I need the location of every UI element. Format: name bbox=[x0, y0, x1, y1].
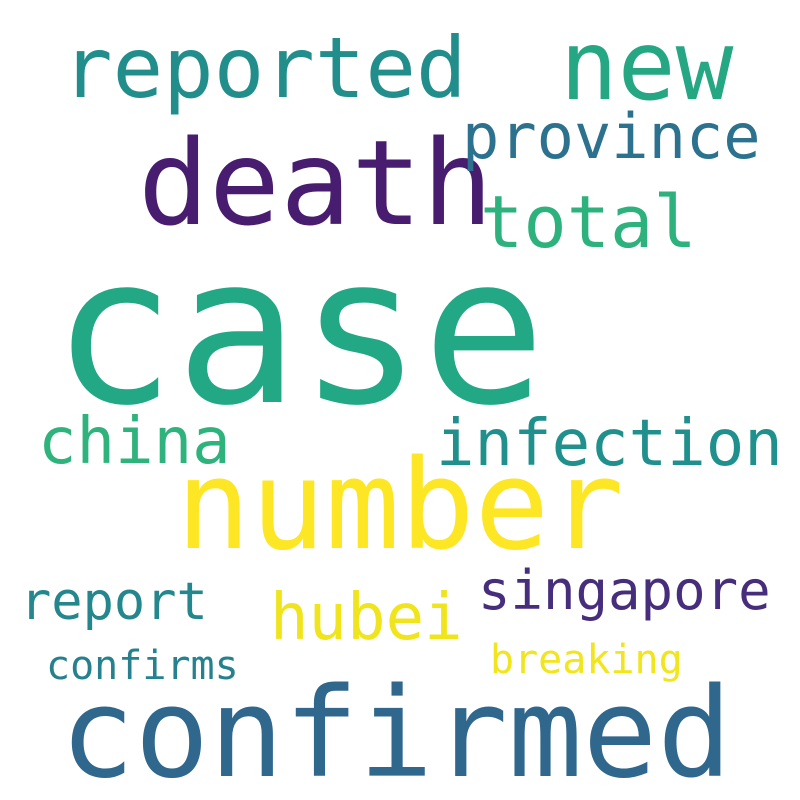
word-confirms: confirms bbox=[46, 643, 239, 689]
word-reported: reported bbox=[62, 19, 467, 117]
word-infection: infection bbox=[436, 407, 783, 481]
word-report: report bbox=[20, 572, 208, 632]
word-death: death bbox=[138, 114, 494, 252]
word-case: case bbox=[52, 213, 546, 451]
word-total: total bbox=[480, 180, 697, 264]
word-province: province bbox=[462, 100, 761, 173]
word-new: new bbox=[560, 10, 734, 122]
word-confirmed: confirmed bbox=[60, 662, 732, 800]
word-number: number bbox=[176, 434, 624, 578]
word-breaking: breaking bbox=[490, 637, 683, 683]
word-china: china bbox=[38, 405, 231, 479]
word-singapore: singapore bbox=[478, 559, 771, 622]
word-hubei: hubei bbox=[270, 581, 463, 655]
